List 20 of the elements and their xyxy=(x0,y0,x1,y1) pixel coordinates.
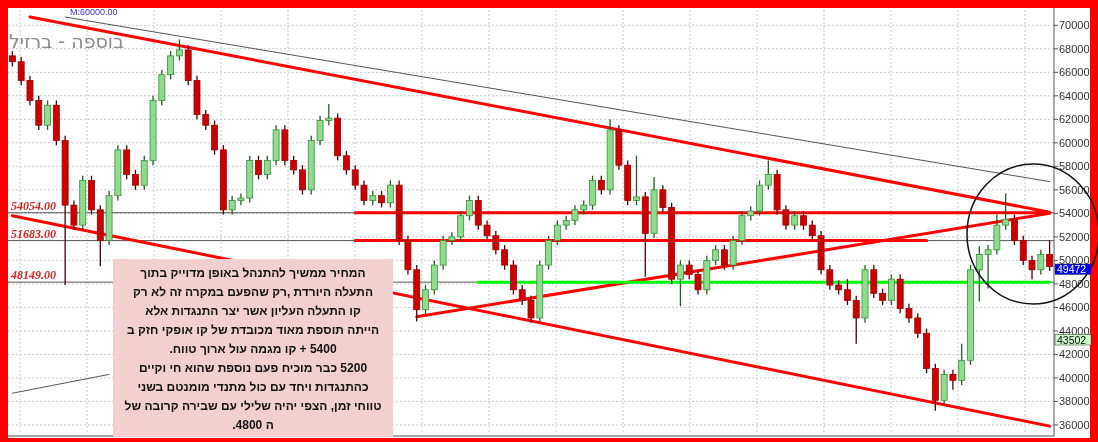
y-tick-label: 70000 xyxy=(1059,19,1090,32)
text: בוספה - ברזיל xyxy=(8,30,124,52)
y-tick-label: 66000 xyxy=(1059,66,1090,79)
text: המחיר ממשיך להתנהל באופן מדוייק בתוך התעלה היורדת ,רק שהפעם במקרה זה לא רק קו התעלה העליון אשר יצר התנגדות אלא הייתה תוספת מאוד מכובדת של קו אופקי חזק ב 5400 + קו מגמה עול ארוך טווח. 5200 כבר מוכיח פעם נוספת שהוא חי וקיים כהתנגדות ויחד עם כול מתנדי מומנטם בשני טווחי זמן, הצפי יהיה שלילי עם שבירה קרובה של ה 4800. xyxy=(124,266,382,432)
y-tick-label: 62000 xyxy=(1059,113,1090,126)
ref-line-label: 54054.00 xyxy=(11,198,56,213)
ref-line-label: 48149.00 xyxy=(10,268,56,283)
y-tick-label: 68000 xyxy=(1059,42,1090,55)
ref-line-label: 51683.00 xyxy=(11,226,56,241)
y-tick-label: 60000 xyxy=(1059,136,1090,149)
y-tick-label: 42000 xyxy=(1059,348,1090,361)
y-tick-label: 64000 xyxy=(1059,89,1090,102)
y-tick-label: 46000 xyxy=(1059,301,1090,314)
annotation: M:60000.00 xyxy=(70,7,118,17)
y-tick-label: 52000 xyxy=(1059,230,1090,243)
y-tick-label: 38000 xyxy=(1059,395,1090,408)
y-tick-label: 36000 xyxy=(1059,418,1090,431)
y-tick-label: 40000 xyxy=(1059,371,1090,384)
y-tick-label: 54000 xyxy=(1059,207,1090,220)
y-tick-label: 58000 xyxy=(1059,160,1090,173)
